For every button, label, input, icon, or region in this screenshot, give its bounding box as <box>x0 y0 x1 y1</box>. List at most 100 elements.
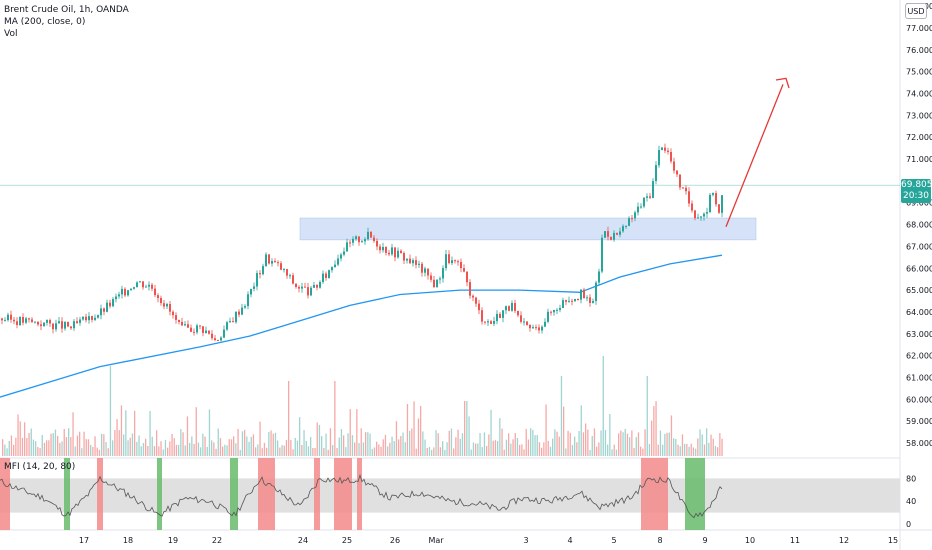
candle-body <box>112 299 114 307</box>
ma-200-line <box>0 254 723 398</box>
volume-bar <box>712 438 714 456</box>
candle-body <box>619 231 621 235</box>
candle-body <box>412 260 414 264</box>
mfi-overbought-zone <box>258 458 275 530</box>
volume-bar <box>604 430 607 456</box>
volume-bar <box>239 449 241 456</box>
volume-indicator-label[interactable]: Vol <box>4 29 18 39</box>
candle-body <box>277 262 279 264</box>
volume-bar <box>145 438 147 456</box>
volume-bar <box>294 437 296 456</box>
volume-bar <box>453 448 455 456</box>
time-axis-label: 10 <box>745 536 755 545</box>
mfi-indicator-label[interactable]: MFI (14, 20, 80) <box>4 462 76 472</box>
volume-bar <box>644 429 646 456</box>
candle-body <box>337 258 339 265</box>
volume-bar <box>266 447 268 456</box>
candle-body <box>187 324 189 328</box>
candle-body <box>499 313 501 318</box>
volume-bar <box>103 434 105 456</box>
volume-bar <box>508 433 510 456</box>
volume-bar <box>706 428 708 456</box>
volume-bar <box>413 401 415 456</box>
volume-bar <box>622 432 624 456</box>
symbol-title[interactable]: Brent Crude Oil, 1h, OANDA <box>4 5 129 15</box>
volume-bar <box>472 442 475 456</box>
volume-bar <box>360 428 362 456</box>
candle-body <box>469 282 471 296</box>
candle-body <box>139 281 141 283</box>
volume-bar <box>688 446 690 456</box>
volume-bar <box>373 447 376 456</box>
currency-button[interactable]: USD <box>905 3 927 19</box>
volume-bar <box>459 438 461 456</box>
volume-bar <box>241 431 244 456</box>
volume-bar <box>499 418 501 456</box>
volume-bar <box>226 445 228 456</box>
volume-bar <box>457 429 459 456</box>
candle-body <box>451 260 453 264</box>
candle-body <box>355 236 357 239</box>
time-axis-label: 3 <box>523 536 528 545</box>
mfi-oversold-zone <box>64 458 70 530</box>
candle-body <box>715 193 717 205</box>
volume-bar <box>281 445 283 456</box>
candle-body <box>631 218 633 220</box>
volume-bar <box>719 433 721 456</box>
volume-bar <box>409 430 411 456</box>
candle-body <box>682 187 684 189</box>
time-axis-label: 11 <box>790 536 800 545</box>
volume-bar <box>182 432 184 456</box>
volume-bar <box>94 436 96 456</box>
candle-body <box>652 181 654 198</box>
volume-bar <box>422 431 424 456</box>
candle-body <box>700 216 702 218</box>
ma-indicator-label[interactable]: MA (200, close, 0) <box>4 17 86 27</box>
volume-bar <box>420 406 422 456</box>
candle-body <box>73 321 75 329</box>
volume-bar <box>332 445 334 456</box>
candle-body <box>343 251 345 255</box>
candle-body <box>703 213 705 217</box>
volume-bar <box>312 448 314 456</box>
volume-bar <box>655 401 657 456</box>
mfi-line <box>0 473 723 519</box>
candle-body <box>283 269 285 271</box>
volume-bar <box>246 436 248 456</box>
candle-body <box>541 326 543 331</box>
mfi-axis-label: 0 <box>906 520 911 529</box>
volume-bar <box>208 409 211 456</box>
mfi-axis-label: 40 <box>906 497 916 506</box>
volume-bar <box>323 447 325 456</box>
candle-body <box>445 254 447 269</box>
volume-bar <box>554 429 556 456</box>
candle-body <box>706 212 708 214</box>
volume-bar <box>186 416 189 456</box>
candle-body <box>415 260 417 265</box>
volume-bar <box>6 448 8 456</box>
time-axis-label: 12 <box>839 536 849 545</box>
candle-body <box>220 337 222 341</box>
candle-body <box>334 264 336 268</box>
volume-bar <box>228 439 230 456</box>
candle-body <box>427 268 429 276</box>
candle-body <box>88 316 90 321</box>
volume-bar <box>613 444 615 456</box>
candle-body <box>1 318 3 321</box>
volume-bar <box>358 443 360 456</box>
volume-bar <box>32 439 35 456</box>
candle-body <box>43 322 45 327</box>
volume-bar <box>426 447 428 456</box>
volume-bar <box>127 440 129 456</box>
candle-body <box>175 315 177 320</box>
candle-body <box>145 286 147 288</box>
candle-body <box>13 319 15 322</box>
volume-bar <box>580 405 582 456</box>
volume-bar <box>131 433 134 456</box>
candle-body <box>421 263 423 273</box>
candle-body <box>424 268 426 273</box>
volume-bar <box>448 430 450 456</box>
volume-bar <box>213 442 215 456</box>
volume-bar <box>79 431 81 456</box>
